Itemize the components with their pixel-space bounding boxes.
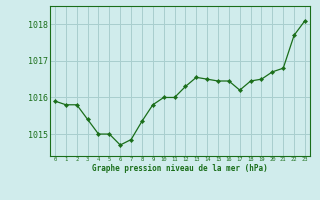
X-axis label: Graphe pression niveau de la mer (hPa): Graphe pression niveau de la mer (hPa) [92,164,268,173]
